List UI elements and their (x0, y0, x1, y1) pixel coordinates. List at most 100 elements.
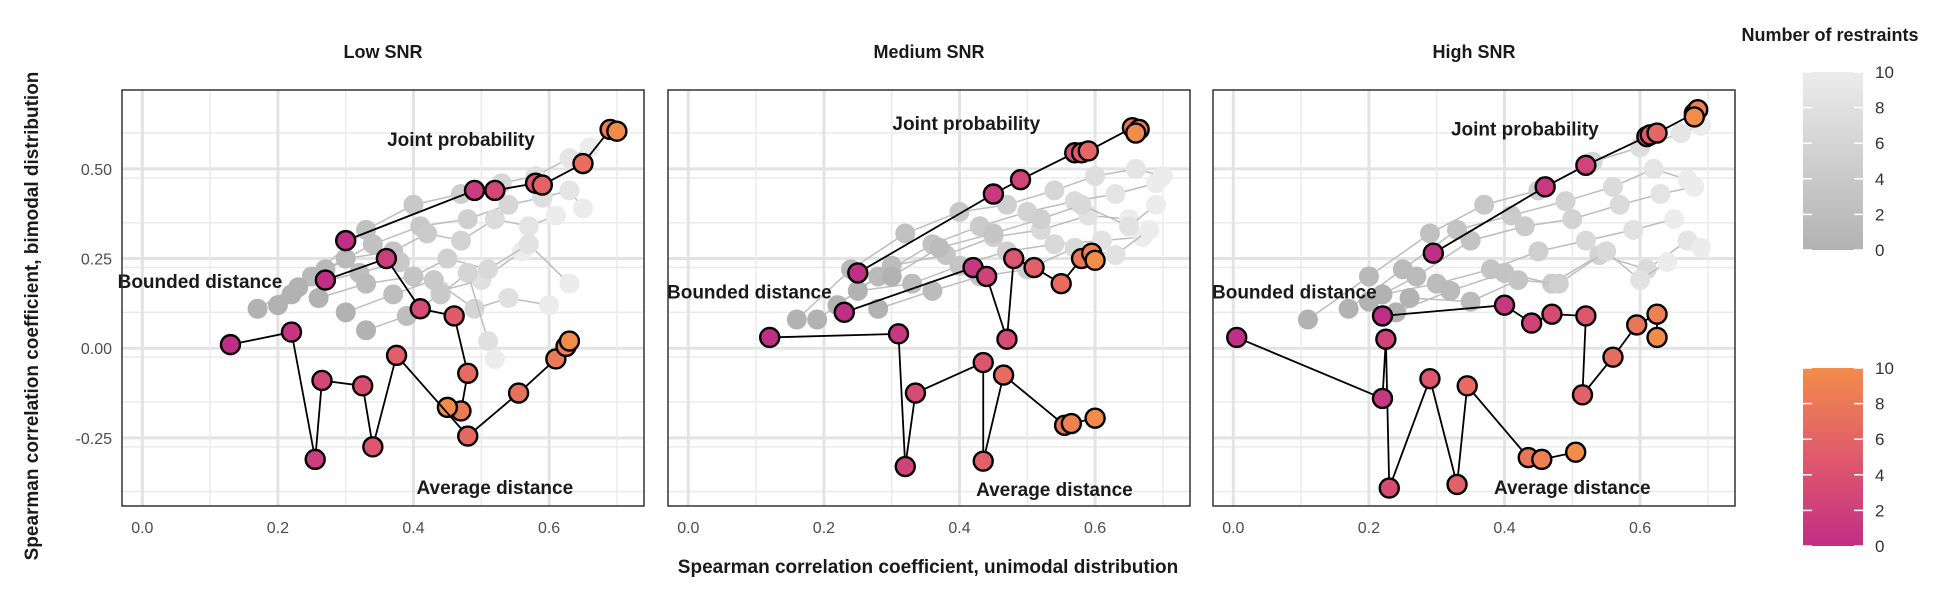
highlight-point (1084, 407, 1106, 429)
highlight-point (1602, 346, 1624, 368)
highlight-point (1375, 328, 1397, 350)
panels-layer: Low SNR Joint probability Bounded distance… (76, 42, 1736, 537)
colorbar-tick-label: 6 (1875, 430, 1884, 449)
annotation-label: Bounded distance (667, 283, 832, 304)
highlight-point (572, 152, 594, 175)
grey-point (484, 209, 505, 230)
annotation-label: Bounded distance (118, 272, 283, 293)
highlight-point (1456, 375, 1478, 397)
highlight-point (1575, 305, 1597, 327)
grey-point (559, 273, 580, 294)
annotation-label: Joint probability (892, 114, 1040, 135)
grey-point (983, 223, 1004, 244)
grey-point (518, 234, 539, 255)
grey-point (362, 234, 383, 255)
grey-point (484, 348, 505, 369)
highlight-point (1571, 384, 1594, 406)
grey-point (1460, 291, 1481, 312)
x-tick-label: 0.4 (1493, 520, 1515, 537)
grey-point (1508, 270, 1529, 291)
highlight-point (362, 436, 384, 458)
grey-point (498, 194, 519, 215)
highlight-point (311, 369, 333, 392)
grey-point (1399, 288, 1420, 308)
highlight-point (1060, 412, 1083, 435)
highlight-point (833, 301, 855, 324)
x-tick-label: 0.6 (1629, 520, 1651, 537)
grey-point (1447, 219, 1468, 240)
grey-point (417, 223, 438, 244)
grey-point (786, 309, 807, 330)
grey-point (403, 266, 424, 287)
grey-point (1596, 241, 1617, 262)
grey-point (288, 277, 309, 298)
highlight-point (1531, 448, 1553, 471)
highlight-point (1446, 473, 1468, 496)
highlight-point (992, 364, 1015, 386)
highlight-point (1626, 314, 1648, 336)
grey-series-line (816, 182, 1157, 321)
grey-point (356, 273, 377, 294)
grey-point (847, 280, 868, 301)
grey-point (1440, 280, 1461, 301)
x-tick-label: 0.4 (948, 520, 970, 537)
grey-point (518, 216, 539, 237)
legend-layer: Number of restraints 10 8 6 4 2 0 10 8 6 4 2 0 (1741, 25, 1918, 556)
highlight-point (1125, 122, 1147, 144)
legend-title: Number of restraints (1741, 25, 1918, 45)
x-tick-label: 0.0 (1222, 520, 1244, 537)
grey-point (1358, 266, 1379, 287)
colorbar-tick-label: 2 (1875, 205, 1884, 224)
panel-2: High SNR Joint probability Bounded distanc… (1212, 42, 1736, 537)
highlight-point (1493, 294, 1516, 316)
colorbar-tick-label: 10 (1875, 63, 1894, 82)
grey-point (383, 284, 404, 305)
highlight-point (1422, 242, 1445, 264)
highlight-point (1378, 477, 1400, 499)
grey-point (450, 230, 471, 251)
x-axis-title: Spearman correlation coefficient, unimod… (678, 557, 1178, 578)
grey-point (1372, 284, 1393, 305)
grey-point (539, 295, 560, 316)
highlight-point (887, 323, 910, 345)
colorbar-tick-label: 0 (1875, 537, 1884, 556)
grey-point (1139, 219, 1160, 240)
grey-point (1071, 194, 1092, 215)
grey-point (457, 262, 478, 283)
colorbar-tick-label: 4 (1875, 466, 1884, 485)
grey-point (1338, 298, 1359, 319)
highlight-point (219, 333, 242, 356)
x-tick-label: 0.2 (1358, 520, 1380, 537)
highlight-point (1575, 154, 1597, 177)
grey-point (308, 288, 329, 308)
highlight-point (847, 262, 869, 284)
highlight-point (1077, 140, 1100, 162)
panel-0: Low SNR Joint probability Bounded distance… (76, 42, 645, 537)
panel-frame (667, 89, 1191, 507)
grid (668, 90, 1190, 506)
grey-point (1528, 241, 1549, 262)
panel-title: High SNR (1433, 42, 1516, 62)
highlight-point (1646, 122, 1668, 144)
grey-point (1085, 166, 1106, 187)
grey-point (478, 259, 499, 280)
grey-point (572, 198, 593, 219)
panel-title: Medium SNR (873, 42, 984, 62)
colorbar-tick-label: 8 (1875, 99, 1884, 118)
grey-point (922, 280, 943, 301)
highlight-point (280, 321, 303, 343)
grey-point (1146, 194, 1167, 215)
highlight-point (1646, 326, 1668, 349)
highlight-point (1534, 176, 1556, 198)
grey-point (1105, 244, 1126, 265)
grey-point (1419, 223, 1440, 244)
x-tick-label: 0.0 (677, 520, 699, 537)
highlight-point (982, 183, 1005, 205)
highlight-point (507, 382, 530, 404)
grey-point (1105, 184, 1126, 204)
highlight-point (1371, 387, 1394, 410)
panel-frame (1212, 89, 1736, 507)
y-tick-label: 0.00 (81, 341, 112, 358)
x-tick-label: 0.6 (1084, 520, 1106, 537)
